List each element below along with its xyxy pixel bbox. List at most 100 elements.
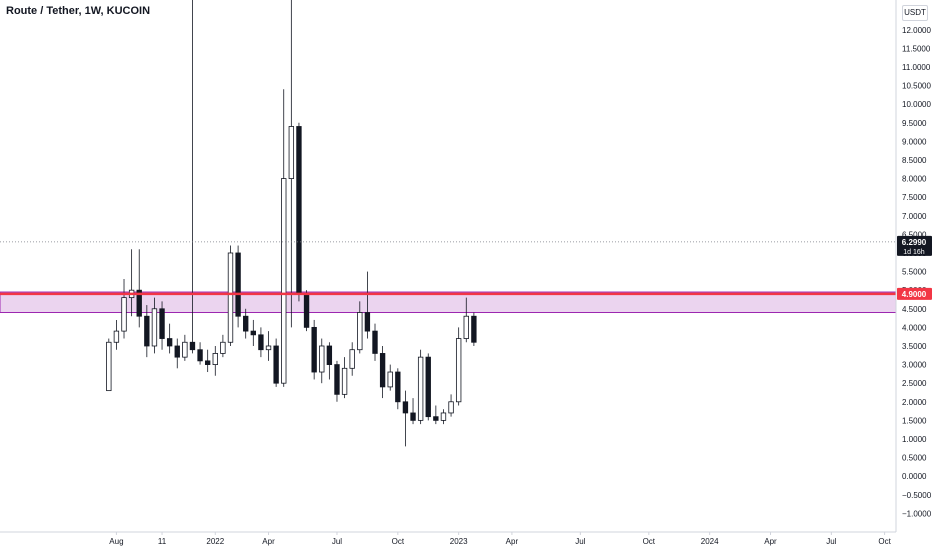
candle xyxy=(379,345,386,399)
candle xyxy=(235,245,241,328)
y-tick-label: 6.5000 xyxy=(902,230,927,239)
y-tick-label: 7.0000 xyxy=(902,212,927,221)
y-tick-label: 8.0000 xyxy=(902,175,927,184)
candle-body xyxy=(425,356,431,418)
y-tick-label: 9.0000 xyxy=(902,137,927,146)
candle xyxy=(471,312,477,346)
x-tick-label: 11 xyxy=(158,537,167,546)
candle-body xyxy=(433,416,439,421)
candle xyxy=(349,342,355,376)
candle-body xyxy=(303,293,310,328)
y-tick-label: 12.0000 xyxy=(902,26,931,35)
currency-button[interactable]: USDT xyxy=(902,5,928,21)
y-tick-label: 11.5000 xyxy=(902,44,931,53)
candle xyxy=(357,301,363,354)
candle-body xyxy=(379,353,386,388)
y-tick-label: 0.5000 xyxy=(902,454,927,463)
candle-body xyxy=(410,412,416,421)
y-tick-label: −0.5000 xyxy=(902,491,932,500)
candle xyxy=(151,297,158,354)
candle xyxy=(265,331,272,361)
candle-body xyxy=(250,330,256,336)
y-tick-label: 3.0000 xyxy=(902,361,927,370)
y-tick-label: 2.0000 xyxy=(902,398,927,407)
y-tick-label: 7.5000 xyxy=(902,193,927,202)
candle-body xyxy=(281,178,287,384)
candle xyxy=(387,364,393,391)
candle xyxy=(220,334,226,358)
y-tick-label: 10.0000 xyxy=(902,100,931,109)
candle-body xyxy=(265,345,272,351)
candle xyxy=(281,89,287,387)
candle-body xyxy=(372,330,378,354)
y-tick-label: 8.5000 xyxy=(902,156,927,165)
support-price-label: 4.9000 xyxy=(902,290,927,299)
candle xyxy=(364,271,371,339)
candle xyxy=(106,338,112,392)
candle xyxy=(410,398,416,425)
candle xyxy=(174,338,180,369)
candle xyxy=(258,327,264,358)
candle xyxy=(121,279,127,339)
candle-body xyxy=(387,371,393,388)
candle xyxy=(243,308,249,339)
last-price-label: 6.2990 xyxy=(902,238,927,247)
y-tick-label: 0.0000 xyxy=(902,472,927,481)
x-tick-label: Apr xyxy=(764,537,777,546)
y-tick-label: 5.5000 xyxy=(902,268,927,277)
x-tick-label: Oct xyxy=(392,537,405,546)
candle xyxy=(341,357,348,399)
candle xyxy=(311,319,317,380)
candle-body xyxy=(144,315,150,347)
x-tick-label: Jul xyxy=(826,537,836,546)
y-tick-label: 9.5000 xyxy=(902,119,927,128)
y-tick-label: 1.0000 xyxy=(902,435,927,444)
candle xyxy=(417,349,424,425)
y-tick-label: 11.0000 xyxy=(902,63,931,72)
candle xyxy=(334,360,340,402)
candle-body xyxy=(296,126,302,295)
candle xyxy=(288,0,295,328)
candle-body xyxy=(235,252,241,317)
x-tick-label: 2022 xyxy=(206,537,224,546)
candle-body xyxy=(395,371,401,403)
candle-body xyxy=(166,338,173,347)
x-tick-label: 2024 xyxy=(701,537,719,546)
candle-body xyxy=(326,345,333,365)
candle xyxy=(250,319,256,346)
candle-body xyxy=(113,330,120,343)
candle xyxy=(326,342,333,380)
candle xyxy=(433,405,439,425)
candle-body xyxy=(448,401,454,414)
x-tick-label: Apr xyxy=(506,537,519,546)
candle xyxy=(455,327,462,406)
x-tick-label: Jul xyxy=(332,537,342,546)
candle-body xyxy=(151,308,158,347)
candle xyxy=(197,342,203,365)
y-tick-label: 4.5000 xyxy=(902,305,927,314)
candle xyxy=(227,245,234,346)
candle-body xyxy=(417,356,424,421)
x-tick-label: Jul xyxy=(575,537,585,546)
candle-body xyxy=(364,312,371,332)
candle xyxy=(212,345,218,376)
candle-body xyxy=(220,341,226,354)
candle xyxy=(372,323,378,361)
candle-body xyxy=(159,308,165,339)
candle xyxy=(425,353,431,421)
last-price-badge xyxy=(897,235,932,256)
candle-body xyxy=(106,341,112,392)
candle-body xyxy=(227,252,234,343)
candle-body xyxy=(189,341,196,351)
x-tick-label: Oct xyxy=(643,537,656,546)
x-tick-label: Apr xyxy=(262,537,275,546)
candle-body xyxy=(311,326,317,373)
candle xyxy=(448,394,454,417)
candle xyxy=(440,409,447,425)
candle-body xyxy=(463,315,469,339)
y-tick-label: 2.5000 xyxy=(902,379,927,388)
candle-body xyxy=(471,315,477,343)
x-tick-label: 2023 xyxy=(450,537,468,546)
